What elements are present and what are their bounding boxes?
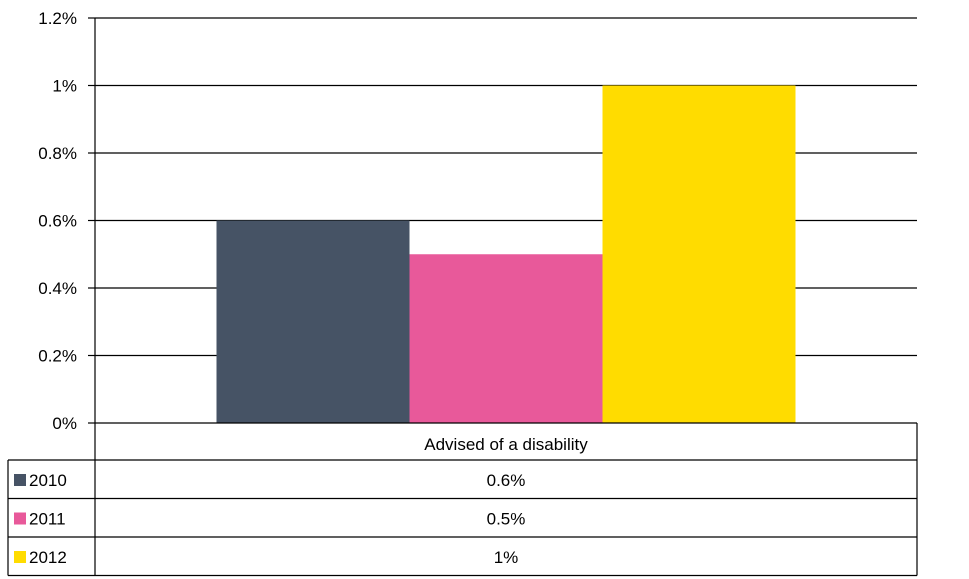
data-label: 0.6%: [487, 471, 526, 490]
bars: [216, 85, 796, 423]
legend-entry: 2010: [29, 471, 67, 490]
y-tick-label: 0.6%: [38, 212, 77, 231]
bar-2010: [216, 220, 410, 423]
y-tick-label: 0.2%: [38, 347, 77, 366]
y-axis-ticks: 0% 0.2% 0.4% 0.6% 0.8% 1% 1.2%: [38, 9, 95, 433]
bar-2012: [602, 85, 796, 423]
legend-entry: 2011: [29, 510, 66, 529]
y-tick-label: 0%: [52, 414, 77, 433]
legend-swatch-2011: [14, 512, 26, 525]
legend-swatch-2012: [14, 551, 26, 563]
y-tick-label: 0.8%: [38, 144, 77, 163]
data-table: Advised of a disability 2010 0.6% 2011 0.5% 2…: [7, 423, 918, 577]
y-tick-label: 1.2%: [38, 9, 77, 28]
y-tick-label: 1%: [52, 77, 77, 96]
bar-2011: [409, 254, 603, 423]
y-tick-label: 0.4%: [38, 279, 77, 298]
legend-entry: 2012: [29, 548, 67, 567]
legend-swatch-2010: [14, 474, 26, 486]
category-label: Advised of a disability: [424, 435, 588, 454]
data-label: 0.5%: [487, 510, 526, 529]
data-label: 1%: [494, 548, 519, 567]
